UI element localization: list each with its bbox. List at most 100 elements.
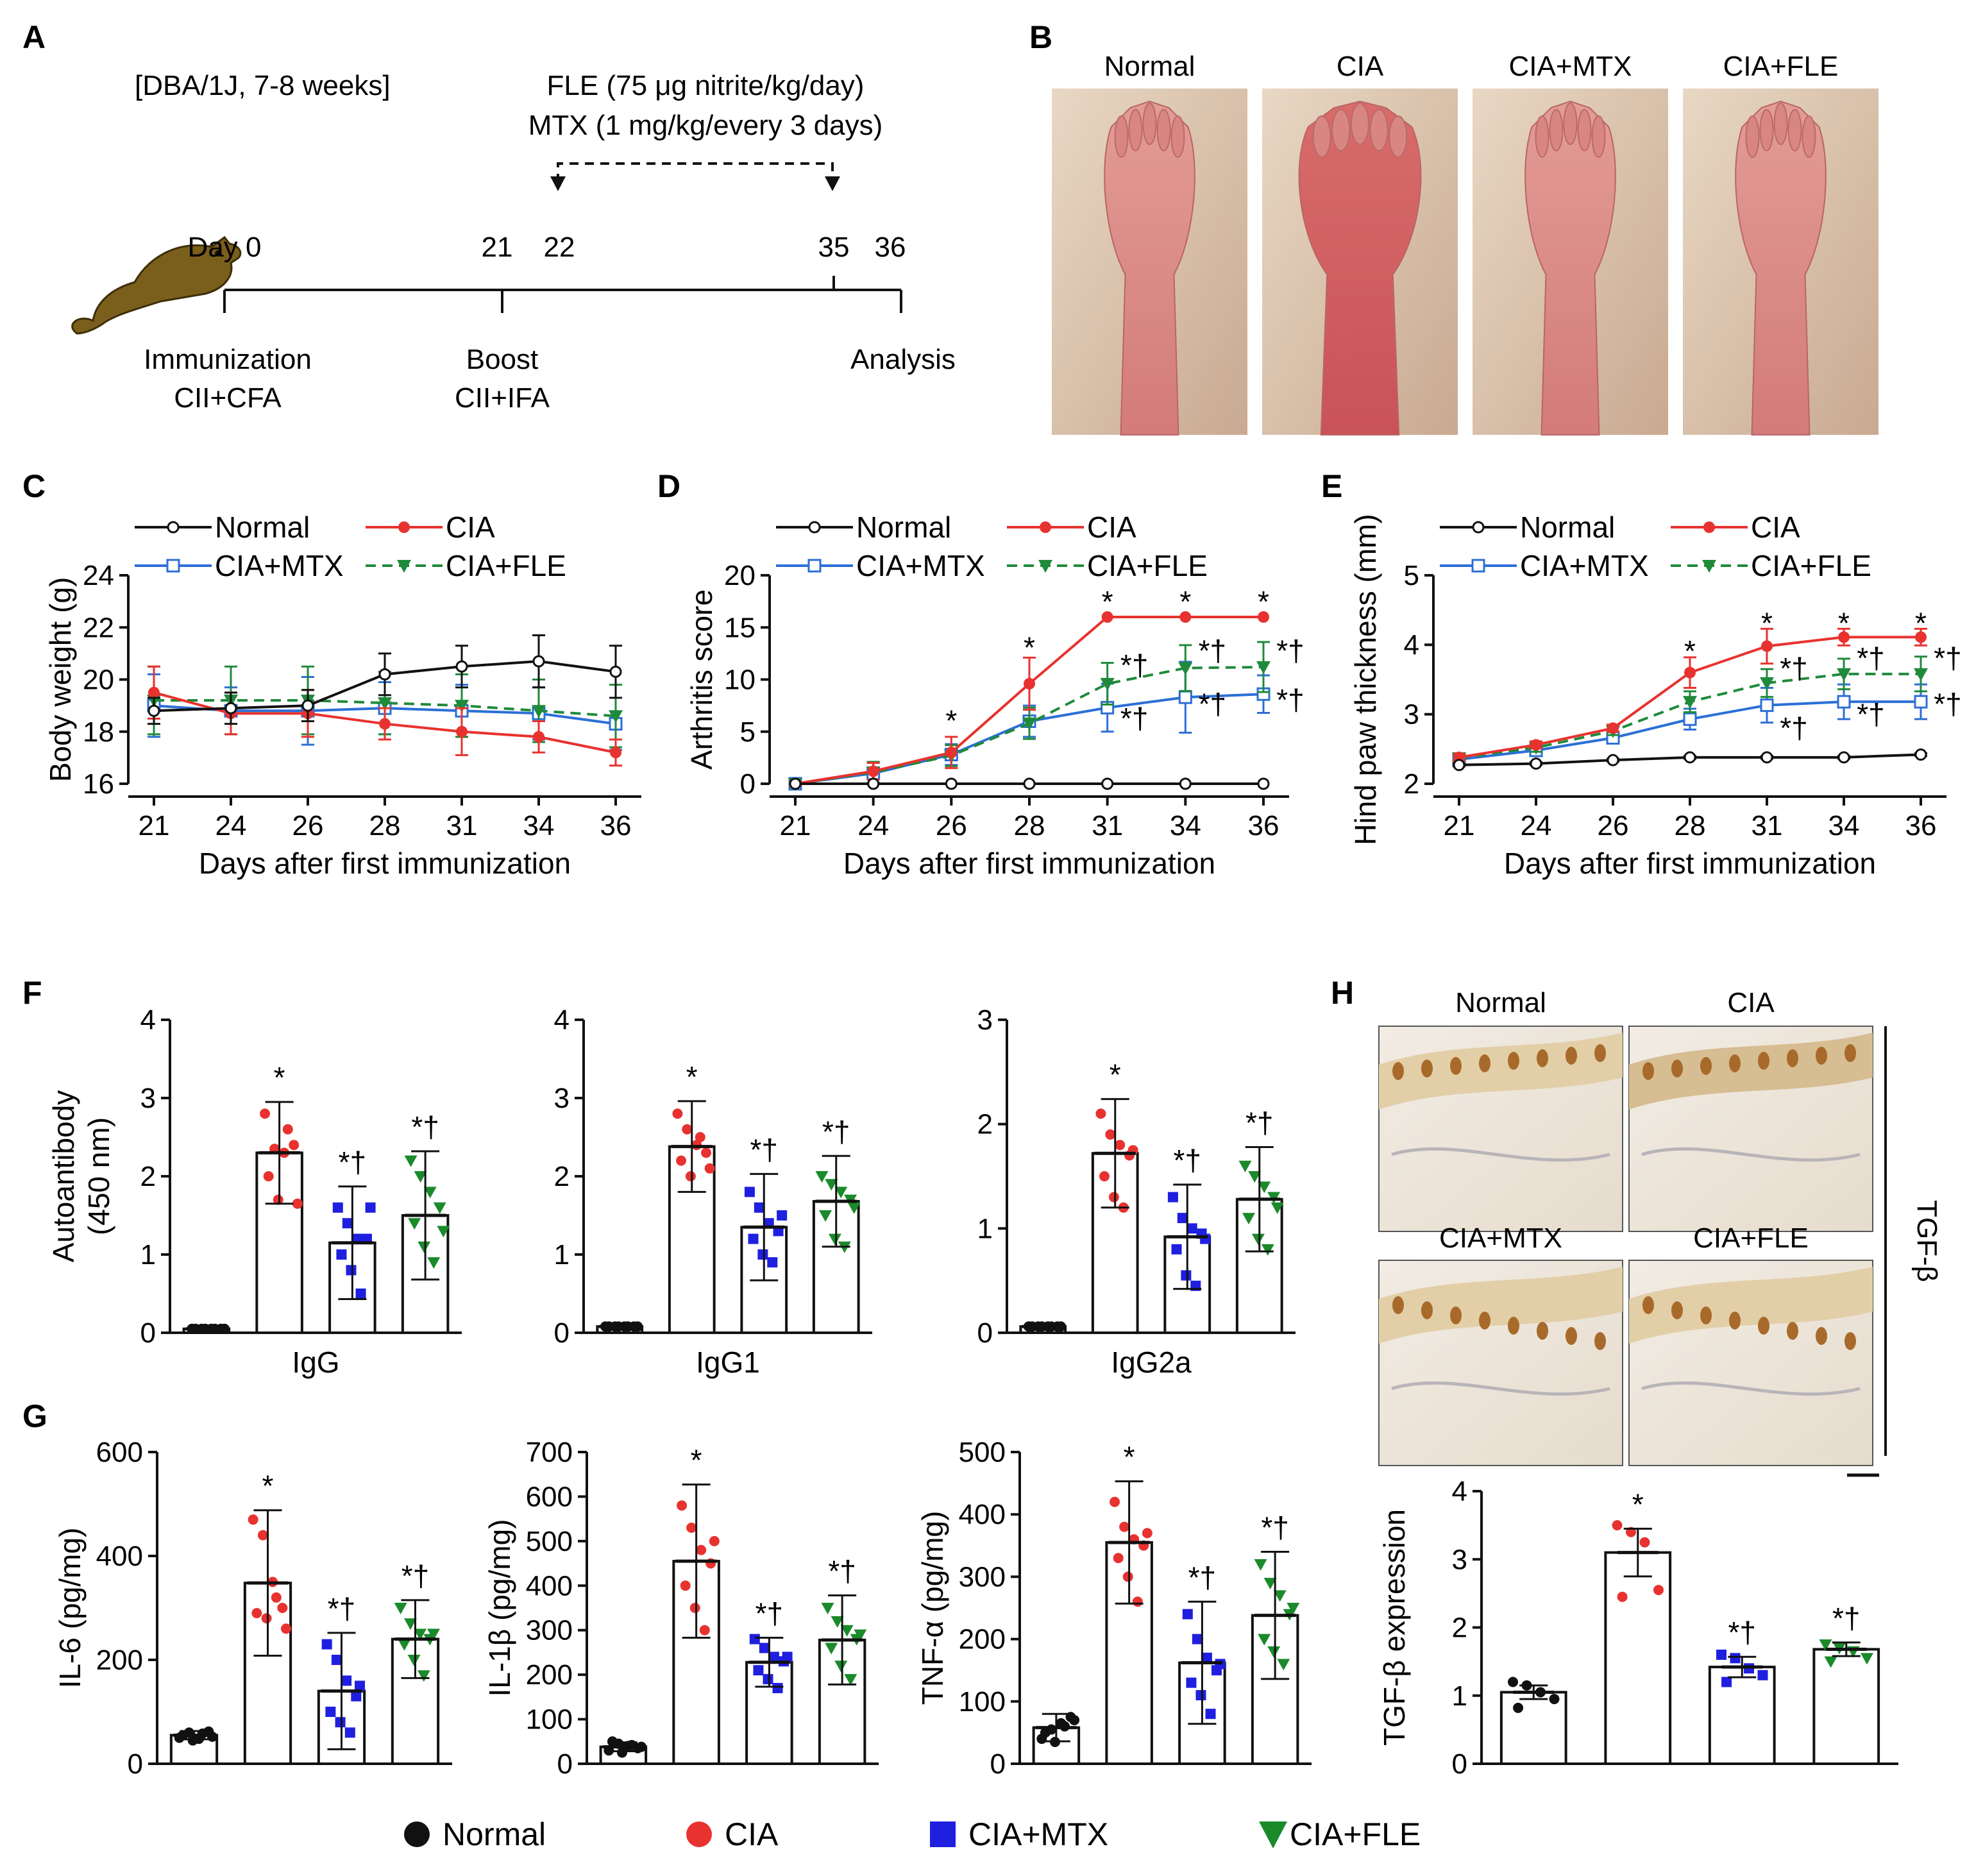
data-point (532, 705, 546, 718)
data-point (1192, 1634, 1203, 1644)
data-point (1824, 1656, 1837, 1668)
data-point (815, 1171, 829, 1183)
timeline-boost-agents: CII+IFA (455, 382, 550, 414)
data-point (1612, 1520, 1623, 1531)
x-tick-label: 31 (1752, 810, 1783, 841)
data-point (686, 1523, 697, 1534)
arrow-head-22 (550, 176, 566, 191)
data-point (533, 731, 545, 743)
stained-cell (1508, 1052, 1519, 1070)
bar (1604, 1551, 1672, 1765)
data-point (1101, 777, 1114, 790)
data-point (248, 1514, 258, 1525)
data-point (417, 1670, 430, 1682)
data-point (289, 1140, 300, 1151)
significance-label: * (1024, 631, 1035, 664)
paw-digit (1369, 109, 1389, 151)
data-point (292, 1198, 303, 1209)
stained-cell (1566, 1327, 1577, 1345)
y-tick-label: 3 (554, 1083, 570, 1114)
data-point (1108, 1192, 1119, 1203)
legend-marker (1471, 559, 1485, 573)
legend-marker (166, 559, 180, 573)
chart-legend: Normal CIA CIA+MTX CIA+FLE (776, 511, 1208, 582)
y-tick-label: 1 (977, 1213, 993, 1244)
data-point (187, 1735, 198, 1746)
data-point (261, 1613, 272, 1624)
data-point (1760, 751, 1773, 764)
data-point (1195, 1690, 1206, 1701)
y-axis-title: Body weight (g) (44, 577, 77, 782)
stained-cell (1642, 1296, 1654, 1314)
y-tick-label: 500 (959, 1437, 1006, 1468)
data-point (1761, 640, 1773, 652)
data-point (1860, 1653, 1873, 1665)
data-point (825, 1179, 838, 1191)
data-point (772, 1682, 783, 1693)
timeline-fle-dose: FLE (75 μg nitrite/kg/day) (547, 70, 865, 101)
paw-shape (1104, 100, 1195, 435)
y-tick-label: 3 (140, 1083, 156, 1114)
significance-label: *† (401, 1559, 429, 1593)
bar-cia-fle: *† (818, 1555, 867, 1765)
data-point (610, 747, 621, 759)
y-axis-title: Autoantibody (47, 1090, 80, 1263)
data-point (321, 1639, 332, 1650)
significance-label: *† (411, 1110, 439, 1144)
data-point (1115, 1140, 1126, 1151)
data-point (532, 655, 545, 668)
data-point (1261, 1244, 1274, 1256)
significance-label: * (274, 1061, 285, 1094)
data-point (1607, 722, 1619, 734)
data-point (341, 1675, 352, 1686)
timeline-day22: 22 (544, 232, 575, 263)
y-tick-label: 300 (526, 1615, 573, 1646)
data-point (1258, 1634, 1271, 1646)
data-point (394, 1603, 407, 1614)
x-tick-label: 36 (600, 810, 632, 841)
y-tick-label: 200 (96, 1644, 143, 1676)
legend-marker (1259, 1821, 1287, 1848)
data-point (301, 699, 314, 712)
stained-cell (1816, 1047, 1827, 1065)
paw-digit (1114, 115, 1129, 158)
bar-cia-mtx: *† (1163, 1144, 1211, 1335)
bar-cia-mtx: *† (328, 1145, 376, 1334)
stained-cell (1594, 1044, 1606, 1062)
y-tick-label: 20 (83, 664, 114, 696)
y-axis-title: Hind paw thickness (mm) (1349, 514, 1382, 845)
data-point (1024, 678, 1035, 689)
y-tick-label: 1 (1452, 1680, 1467, 1712)
data-point (709, 1535, 720, 1546)
paw-photo-title: CIA+FLE (1723, 51, 1839, 82)
legend-label: CIA+MTX (856, 549, 985, 582)
data-point (1178, 690, 1192, 704)
significance-label: * (1110, 1058, 1121, 1092)
significance-label: *† (1857, 698, 1884, 731)
data-point (1716, 1650, 1727, 1660)
bar-normal (599, 1736, 648, 1766)
data-point (148, 686, 160, 698)
bar (1499, 1691, 1567, 1765)
data-point (1267, 1646, 1281, 1659)
data-point (821, 1603, 834, 1614)
legend-label: CIA (1087, 511, 1136, 544)
y-tick-label: 2 (140, 1161, 156, 1192)
bar-cia-fle: *† (812, 1115, 861, 1335)
y-tick-label: 3 (977, 1004, 993, 1036)
bar-cia-fle: *† (401, 1110, 450, 1334)
legend-marker (1040, 521, 1051, 533)
paw-digit (1142, 103, 1157, 145)
data-point (1182, 1609, 1193, 1619)
y-tick-label: 4 (1404, 629, 1419, 661)
data-point (1914, 695, 1928, 709)
legend-marker (1038, 560, 1052, 573)
chart-tnfa: 0 100 200 300 400 500 TNF-α (pg/mg) * *† *† (916, 1437, 1312, 1780)
data-point (847, 1202, 861, 1214)
data-point (418, 1241, 431, 1253)
data-point (682, 1124, 693, 1135)
data-point (1258, 1181, 1271, 1194)
data-point (403, 1618, 417, 1630)
